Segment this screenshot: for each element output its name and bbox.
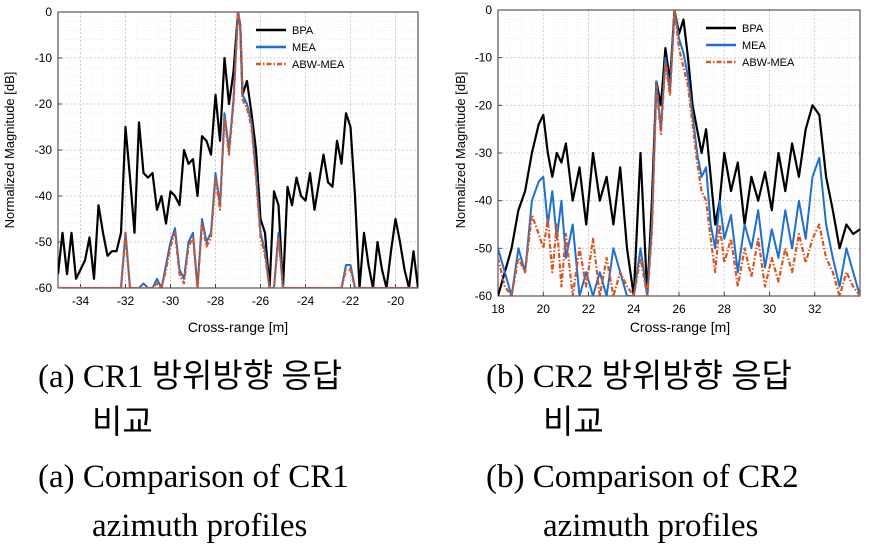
chart-b-xtick-label: 28 [718, 302, 732, 316]
chart-panel-b: 18 20 22 24 26 28 30 32 0 -10 -20 -30 -40 -50 -60 BPA M… [448, 0, 871, 340]
chart-b-svg: 18 20 22 24 26 28 30 32 0 -10 -20 -30 -40 -50 -60 BPA M… [453, 3, 861, 335]
caption-a-korean-line2: 비교 [92, 405, 153, 441]
chart-a-legend-label: MEA [292, 42, 317, 54]
chart-a-xtick-label: -24 [297, 294, 315, 308]
chart-a-legend-label: BPA [292, 25, 314, 37]
chart-b-ylabel: Normalized Magnitude [dB] [453, 72, 468, 229]
chart-a-ytick-label: -30 [35, 143, 53, 157]
chart-b-ytick-label: 0 [485, 3, 492, 17]
caption-b-english-line1: Comparison of CR2 [532, 459, 799, 495]
chart-b-legend-label: MEA [742, 40, 767, 52]
chart-a-ytick-label: -60 [35, 281, 53, 295]
chart-a-legend: BPA MEA ABW-MEA [256, 25, 345, 71]
caption-a-english-line2: azimuth profiles [92, 508, 308, 544]
chart-a-ticks: -34 -32 -30 -28 -26 -24 -22 -20 0 -10 -20 -30 -40 -50… [35, 5, 405, 308]
caption-a-korean-tag: (a) [38, 359, 75, 395]
chart-a-lines [58, 12, 418, 288]
chart-a-grid [57, 11, 419, 289]
chart-b-series-abw-mea [498, 10, 860, 296]
caption-b-korean-tag: (b) [486, 359, 525, 395]
caption-b-korean-cont: 비교 [543, 403, 604, 443]
caption-b-korean-line1: CR2 방위방향 응답 [532, 359, 792, 395]
chart-a-xlabel: Cross-range [m] [188, 319, 288, 335]
chart-b-ytick-label: -30 [475, 146, 493, 160]
chart-a-ytick-label: -50 [35, 235, 53, 249]
chart-a-series-abw-mea [58, 12, 418, 288]
chart-b-xtick-label: 22 [582, 302, 596, 316]
caption-a-english-line1: Comparison of CR1 [82, 459, 349, 495]
chart-b-xtick-label: 26 [672, 302, 686, 316]
chart-a-legend-label: ABW-MEA [292, 59, 345, 71]
chart-a-xtick-label: -32 [117, 294, 135, 308]
caption-b-english: (b) Comparison of CR2 [486, 457, 799, 497]
chart-b-ytick-label: -20 [475, 98, 493, 112]
chart-a-ytick-label: -10 [35, 51, 53, 65]
caption-a-english: (a) Comparison of CR1 [38, 457, 349, 497]
caption-a-korean-cont: 비교 [92, 403, 153, 443]
chart-b-lines [498, 10, 860, 296]
chart-b-legend-label: ABW-MEA [742, 57, 795, 69]
chart-a-xtick-label: -30 [162, 294, 180, 308]
chart-a-ytick-label: 0 [45, 5, 52, 19]
chart-a-xtick-label: -34 [72, 294, 90, 308]
chart-a-xtick-label: -26 [252, 294, 270, 308]
chart-panel-a: -34 -32 -30 -28 -26 -24 -22 -20 0 -10 -20 -30 -40 -50… [0, 0, 430, 340]
chart-b-legend: BPA MEA ABW-MEA [706, 23, 795, 69]
chart-b-grid [497, 9, 861, 297]
chart-a-svg: -34 -32 -30 -28 -26 -24 -22 -20 0 -10 -20 -30 -40 -50… [2, 5, 419, 335]
chart-a-xtick-label: -22 [342, 294, 360, 308]
caption-a-korean-line1: CR1 방위방향 응답 [82, 359, 343, 395]
chart-b-xtick-label: 32 [808, 302, 822, 316]
chart-a-ytick-label: -20 [35, 97, 53, 111]
chart-b-legend-label: BPA [742, 23, 764, 35]
caption-b-korean-line2: 비교 [543, 405, 604, 441]
caption-a-korean: (a) CR1 방위방향 응답 [38, 357, 342, 397]
chart-a-xtick-label: -28 [207, 294, 225, 308]
chart-a-ylabel: Normalized Magnitude [dB] [2, 72, 17, 229]
caption-b-english-cont: azimuth profiles [543, 506, 758, 546]
caption-a-english-cont: azimuth profiles [92, 506, 307, 546]
chart-b-ytick-label: -10 [475, 51, 493, 65]
chart-b-ytick-label: -50 [475, 241, 493, 255]
chart-a-xtick-label: -20 [387, 294, 405, 308]
caption-b-korean: (b) CR2 방위방향 응답 [486, 357, 792, 397]
chart-b-ticks: 18 20 22 24 26 28 30 32 0 -10 -20 -30 -40 -50 -60 [475, 3, 822, 316]
chart-a-ytick-label: -40 [35, 189, 53, 203]
chart-b-xtick-label: 20 [537, 302, 551, 316]
chart-b-xtick-label: 30 [763, 302, 777, 316]
chart-b-xlabel: Cross-range [m] [630, 319, 730, 335]
chart-b-xtick-label: 18 [491, 302, 505, 316]
chart-b-ytick-label: -40 [475, 194, 493, 208]
chart-b-xtick-label: 24 [627, 302, 641, 316]
chart-b-ytick-label: -60 [475, 289, 493, 303]
caption-b-english-tag: (b) [486, 459, 525, 495]
caption-a-english-tag: (a) [38, 459, 75, 495]
caption-b-english-line2: azimuth profiles [543, 508, 759, 544]
